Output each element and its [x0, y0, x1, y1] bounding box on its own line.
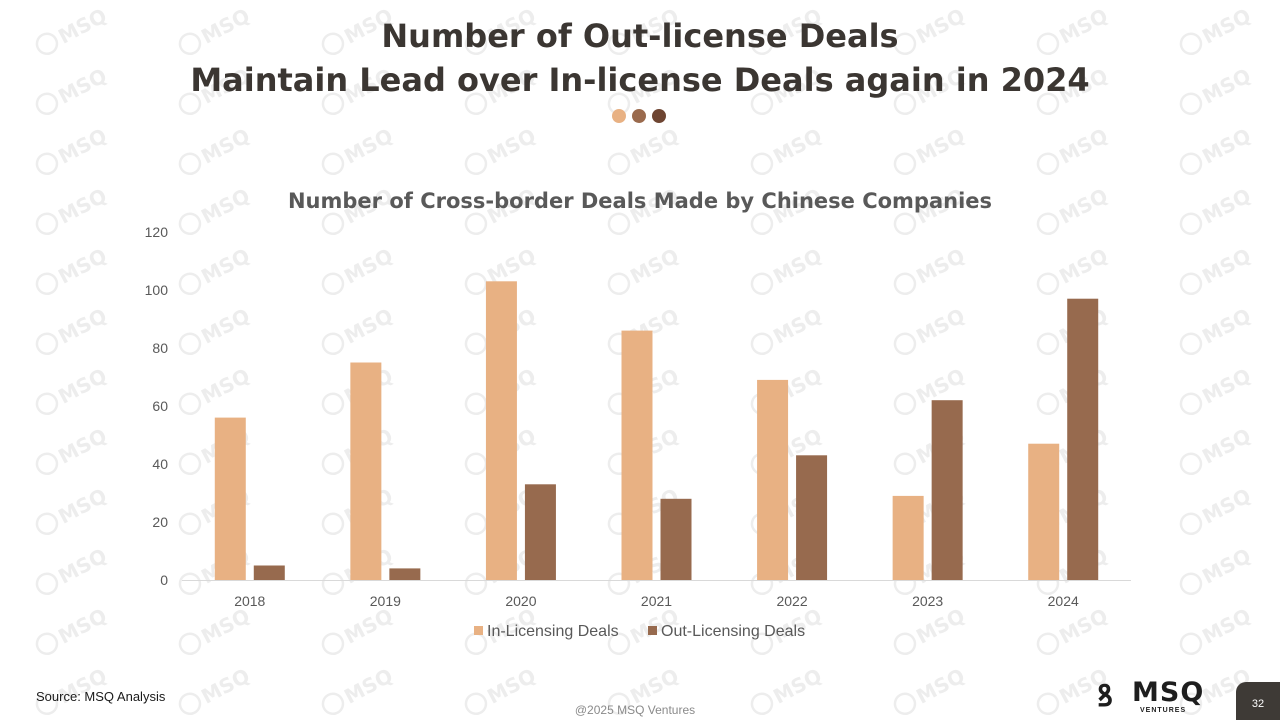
source-note: Source: MSQ Analysis	[36, 689, 166, 704]
title-decoration-dots	[612, 109, 666, 123]
logo-name: MSQ	[1132, 677, 1205, 708]
x-tick-label: 2022	[776, 593, 807, 609]
x-tick-label: 2021	[641, 593, 672, 609]
decoration-dot	[612, 109, 626, 123]
legend-swatch	[474, 626, 483, 635]
bar-out-licensing-2018	[253, 565, 285, 580]
decoration-dot	[652, 109, 666, 123]
bar-out-licensing-2021	[660, 498, 692, 580]
slide-title: Number of Out-license Deals Maintain Lea…	[0, 14, 1280, 102]
bar-in-licensing-2019	[350, 362, 382, 580]
bar-in-licensing-2020	[485, 281, 517, 580]
x-tick-label: 2024	[1048, 593, 1079, 609]
slide-title-line2: Maintain Lead over In-license Deals agai…	[190, 61, 1090, 99]
y-tick-label: 80	[152, 340, 168, 356]
msq-logo-icon: ꝸ	[1097, 679, 1113, 714]
x-tick-label: 2023	[912, 593, 943, 609]
bar-out-licensing-2024	[1067, 298, 1099, 580]
page-number: 32	[1236, 682, 1280, 720]
decoration-dot	[632, 109, 646, 123]
bar-out-licensing-2022	[796, 455, 828, 580]
bar-out-licensing-2019	[389, 568, 421, 580]
msq-logo: ꝸ MSQ VENTURES	[1084, 674, 1216, 720]
logo-subtitle: VENTURES	[1140, 707, 1187, 714]
bar-out-licensing-2023	[931, 400, 963, 580]
legend-swatch	[648, 626, 657, 635]
legend-label: In-Licensing Deals	[487, 623, 619, 640]
y-tick-label: 100	[145, 282, 169, 298]
x-tick-label: 2018	[234, 593, 265, 609]
bar-in-licensing-2023	[892, 495, 924, 580]
y-tick-label: 40	[152, 456, 168, 472]
y-tick-label: 20	[152, 514, 168, 530]
x-tick-label: 2020	[505, 593, 536, 609]
legend-label: Out-Licensing Deals	[661, 623, 805, 640]
bar-in-licensing-2022	[757, 379, 789, 580]
bar-in-licensing-2021	[621, 330, 653, 580]
bar-out-licensing-2020	[524, 484, 556, 580]
x-tick-label: 2019	[370, 593, 401, 609]
copyright-text: @2025 MSQ Ventures	[574, 703, 696, 717]
bar-in-licensing-2018	[214, 417, 246, 580]
chart-title: Number of Cross-border Deals Made by Chi…	[288, 189, 992, 213]
y-tick-label: 60	[152, 398, 168, 414]
y-tick-label: 120	[145, 224, 169, 240]
slide-title-line1: Number of Out-license Deals	[381, 17, 899, 55]
y-tick-label: 0	[160, 572, 168, 588]
bar-in-licensing-2024	[1028, 443, 1060, 580]
